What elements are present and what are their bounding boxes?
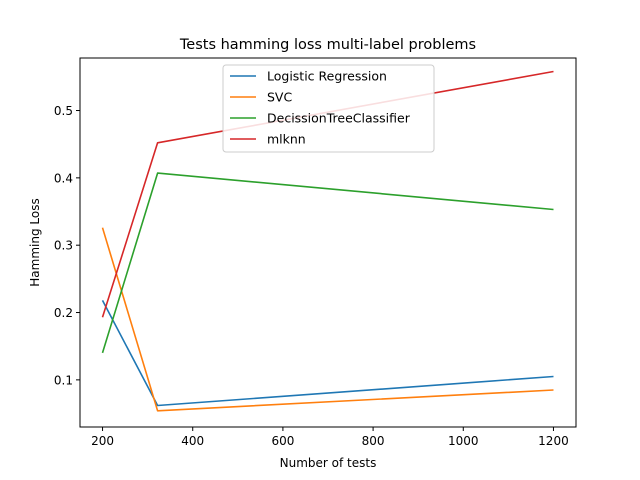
series-line-decissiontreeclassifier	[101, 172, 554, 354]
y-tick-label: 0.3	[54, 239, 73, 253]
legend-entry: mlknn	[267, 132, 306, 147]
y-tick-label: 0.2	[54, 306, 73, 320]
series-line-svc	[101, 227, 554, 412]
x-tick-label: 600	[271, 434, 294, 448]
chart-title: Tests hamming loss multi-label problems	[179, 37, 476, 53]
y-tick-label: 0.1	[54, 373, 73, 387]
y-axis-label: Hamming Loss	[28, 198, 42, 286]
y-tick-label: 0.4	[54, 171, 73, 185]
legend-entry: Logistic Regression	[267, 69, 387, 84]
x-axis-ticks: 200 400 600 800 1000 1200	[91, 427, 569, 448]
x-tick-label: 200	[91, 434, 114, 448]
legend: Logistic Regression SVC DecissionTreeClass…	[222, 64, 435, 153]
x-tick-label: 1000	[448, 434, 479, 448]
x-tick-label: 400	[181, 434, 204, 448]
x-tick-label: 800	[362, 434, 385, 448]
plot-area	[79, 57, 577, 428]
y-tick-label: 0.5	[54, 104, 73, 118]
x-axis-label: Number of tests	[280, 456, 377, 470]
x-tick-label: 1200	[538, 434, 569, 448]
series-line-logistic-regression	[101, 300, 554, 407]
y-axis-ticks: 0.1 0.2 0.3 0.4 0.5	[54, 104, 80, 387]
legend-entry: DecissionTreeClassifier	[267, 111, 411, 126]
legend-box	[222, 64, 435, 153]
legend-entry: SVC	[267, 90, 292, 105]
